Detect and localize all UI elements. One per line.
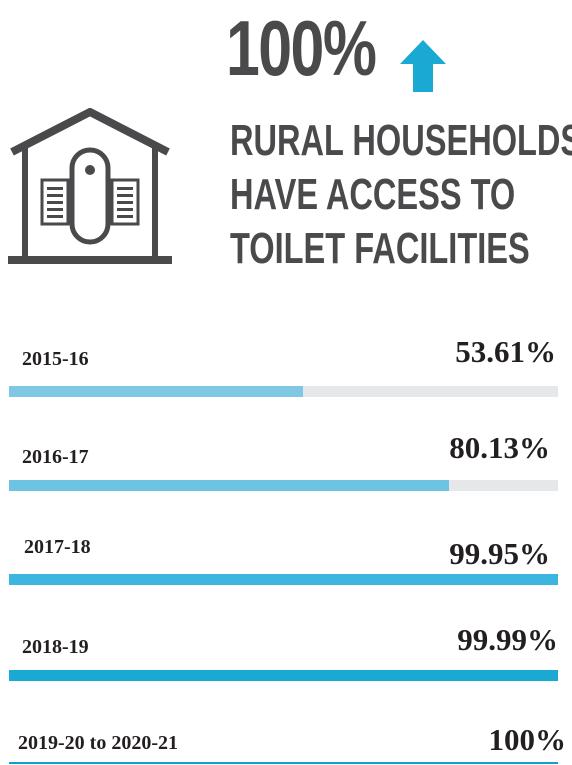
bar-row: 2017-18 99.95% [0, 532, 572, 622]
headline-percent: 100% [226, 4, 377, 92]
bar-value-label: 80.13% [449, 430, 550, 465]
bar-value-label: 53.61% [455, 334, 556, 369]
headline-line-1: RURAL HOUSEHOLDS [230, 116, 572, 165]
bar-track [9, 480, 558, 491]
bar-category-label: 2018-19 [22, 636, 89, 658]
bar-category-label: 2016-17 [22, 446, 89, 468]
bar-row: 2019-20 to 2020-21 100% [0, 718, 572, 765]
bar-value-label: 99.95% [449, 536, 550, 571]
bar-row: 2018-19 99.99% [0, 622, 572, 712]
bar-track [9, 386, 558, 397]
bar-value-label: 99.99% [457, 622, 558, 657]
bar-track [9, 670, 558, 681]
bar-fill [9, 762, 558, 764]
bar-track [9, 574, 558, 585]
bar-category-label: 2019-20 to 2020-21 [18, 732, 178, 754]
bar-category-label: 2015-16 [22, 348, 89, 370]
bar-category-label: 2017-18 [24, 536, 91, 558]
bar-fill [9, 386, 304, 397]
house-toilet-icon [8, 108, 172, 264]
bar-fill [9, 480, 449, 491]
headline-line-2: HAVE ACCESS TO [230, 170, 516, 219]
bar-row: 2016-17 80.13% [0, 428, 572, 518]
bar-fill [9, 574, 558, 585]
bar-fill [9, 670, 558, 681]
bar-row: 2015-16 53.61% [0, 332, 572, 422]
up-arrow-icon [400, 40, 446, 92]
bar-value-label: 100% [488, 722, 567, 757]
headline-subtitle: RURAL HOUSEHOLDS HAVE ACCESS TO TOILET F… [230, 114, 572, 276]
headline-line-3: TOILET FACILITIES [230, 224, 530, 273]
